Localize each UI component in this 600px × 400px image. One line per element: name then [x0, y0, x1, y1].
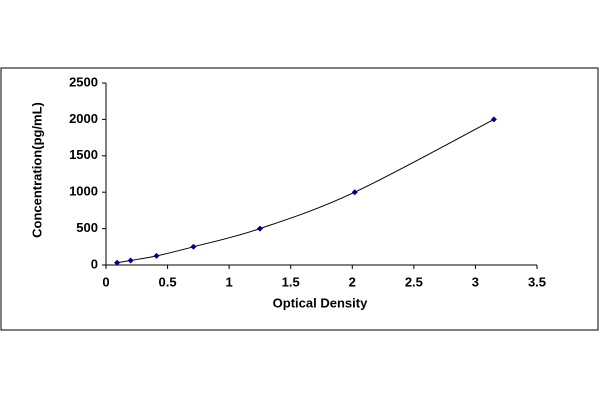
data-point [127, 257, 134, 264]
chart-frame [0, 67, 599, 331]
y-tick-label: 2000 [69, 111, 98, 126]
x-tick-label: 1.5 [282, 274, 300, 289]
x-tick-label: 3 [472, 274, 479, 289]
y-tick-label: 1500 [69, 147, 98, 162]
y-tick-label: 1000 [69, 184, 98, 199]
x-tick-label: 0 [102, 274, 109, 289]
data-point [153, 252, 160, 259]
x-tick-label: 1 [226, 274, 233, 289]
data-point [114, 259, 121, 266]
y-tick-label: 2500 [69, 74, 98, 89]
data-point [490, 116, 497, 123]
y-axis-label: Concentration(pg/mL) [29, 102, 44, 238]
x-tick-label: 2 [349, 274, 356, 289]
x-tick-label: 3.5 [528, 274, 546, 289]
x-tick-label: 0.5 [159, 274, 177, 289]
y-tick-label: 500 [76, 220, 98, 235]
data-point [256, 225, 263, 232]
fit-curve [117, 118, 495, 264]
data-point [351, 189, 358, 196]
x-axis-label: Optical Density [273, 295, 368, 310]
data-point [190, 243, 197, 250]
x-tick-label: 2.5 [405, 274, 423, 289]
y-tick-label: 0 [91, 256, 98, 271]
